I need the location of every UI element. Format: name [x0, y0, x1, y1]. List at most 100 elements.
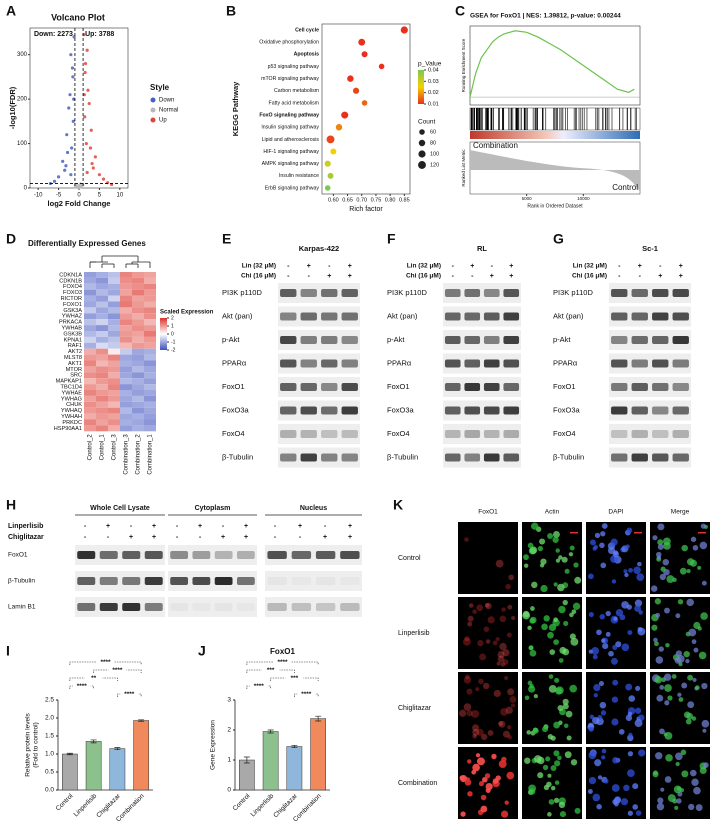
heatmap-cell: [132, 325, 144, 331]
cell: [472, 733, 477, 739]
heatmap-cell: [144, 331, 156, 337]
cell: [679, 567, 687, 575]
colorbar-label: -1: [171, 339, 176, 345]
band: [444, 453, 461, 462]
cell: [593, 684, 601, 692]
heatmap-cell: [120, 395, 132, 402]
band: [192, 551, 211, 559]
band: [444, 406, 461, 415]
band: [444, 430, 461, 438]
cell: [692, 545, 699, 551]
treatment-mark: +: [348, 263, 352, 270]
blot-background: [278, 447, 360, 468]
cell: [543, 615, 550, 622]
row-label: KPNA1: [64, 337, 82, 343]
heatmap-cell: [108, 331, 120, 337]
heatmap-cell: [144, 277, 156, 284]
heatmap-cell: [132, 425, 144, 432]
label-bg: [120, 691, 139, 696]
band: [170, 603, 189, 611]
cell: [467, 621, 473, 627]
cell: [500, 662, 506, 667]
cell: [681, 544, 688, 552]
point: [87, 101, 91, 106]
cell: [491, 753, 497, 760]
panel-letter: C: [455, 3, 465, 19]
cell: [633, 566, 641, 574]
band: [503, 453, 520, 462]
point: [71, 75, 75, 79]
band: [170, 551, 189, 559]
colorbar-label: -2: [171, 347, 176, 353]
cell: [472, 609, 477, 614]
y-tick-label: 2: [227, 727, 231, 734]
heatmap-cell: [120, 378, 132, 385]
band: [300, 336, 317, 344]
heatmap-cell: [132, 354, 144, 361]
point: [82, 93, 86, 97]
band: [611, 359, 628, 368]
heatmap-cell: [108, 419, 120, 426]
cell: [553, 750, 560, 757]
cell: [523, 554, 529, 561]
heatmap-cell: [132, 366, 144, 373]
cell: [635, 707, 642, 714]
y-tick-label: 3: [227, 697, 231, 704]
heatmap-cell: [84, 366, 96, 373]
significance-bracket: [69, 677, 118, 681]
cell: [656, 694, 664, 702]
heatmap-cell: [96, 289, 108, 296]
heatmap-cell: [120, 413, 132, 420]
cell: [636, 573, 645, 581]
band: [652, 383, 669, 391]
cell: [667, 794, 676, 802]
panel-letter: H: [6, 497, 16, 513]
band: [611, 383, 628, 391]
heatmap-cell: [132, 319, 144, 326]
treatment-mark: -: [618, 263, 621, 270]
cell: [657, 523, 665, 531]
band: [341, 336, 358, 344]
band: [236, 577, 255, 585]
cell: [472, 724, 480, 732]
cell: [612, 679, 619, 686]
micrograph: [522, 747, 582, 819]
colorbar-label: 0.01: [428, 101, 439, 107]
cell: [675, 752, 683, 761]
heatmap-cell: [84, 360, 96, 367]
error-bar: [267, 729, 274, 734]
cell: [487, 730, 494, 736]
heatmap-cell: [96, 313, 108, 320]
heatmap-cell: [144, 313, 156, 320]
cell: [553, 797, 560, 804]
band: [483, 336, 500, 344]
band: [464, 359, 481, 368]
heatmap-cell: [96, 419, 108, 426]
cell: [663, 732, 668, 737]
heatmap-cell: [84, 390, 96, 396]
treatment-mark: +: [198, 523, 202, 530]
significance-bracket: [294, 693, 319, 697]
row-label: MLST8: [64, 355, 82, 361]
cell: [523, 563, 529, 568]
blot-title: Karpas-422: [299, 244, 339, 253]
heatmap-cell: [108, 277, 120, 284]
cell: [607, 546, 616, 555]
treatment-mark: -: [274, 534, 277, 541]
heatmap-cell: [84, 295, 96, 302]
cell: [476, 728, 484, 736]
y-tick-label: 100: [17, 141, 28, 147]
annotation: Down: 2273: [34, 31, 73, 38]
blot-background: [265, 571, 362, 591]
band: [267, 603, 287, 611]
heatmap-cell: [120, 401, 132, 408]
point: [89, 128, 93, 132]
significance-label: ****: [100, 659, 111, 666]
blot-row-label: PPARα: [387, 358, 412, 367]
cell: [589, 539, 596, 546]
heatmap-cell: [144, 407, 156, 414]
band: [340, 551, 360, 559]
scale-bar: [570, 532, 578, 534]
heatmap-cell: [84, 419, 96, 426]
size-label: 60: [430, 129, 436, 135]
